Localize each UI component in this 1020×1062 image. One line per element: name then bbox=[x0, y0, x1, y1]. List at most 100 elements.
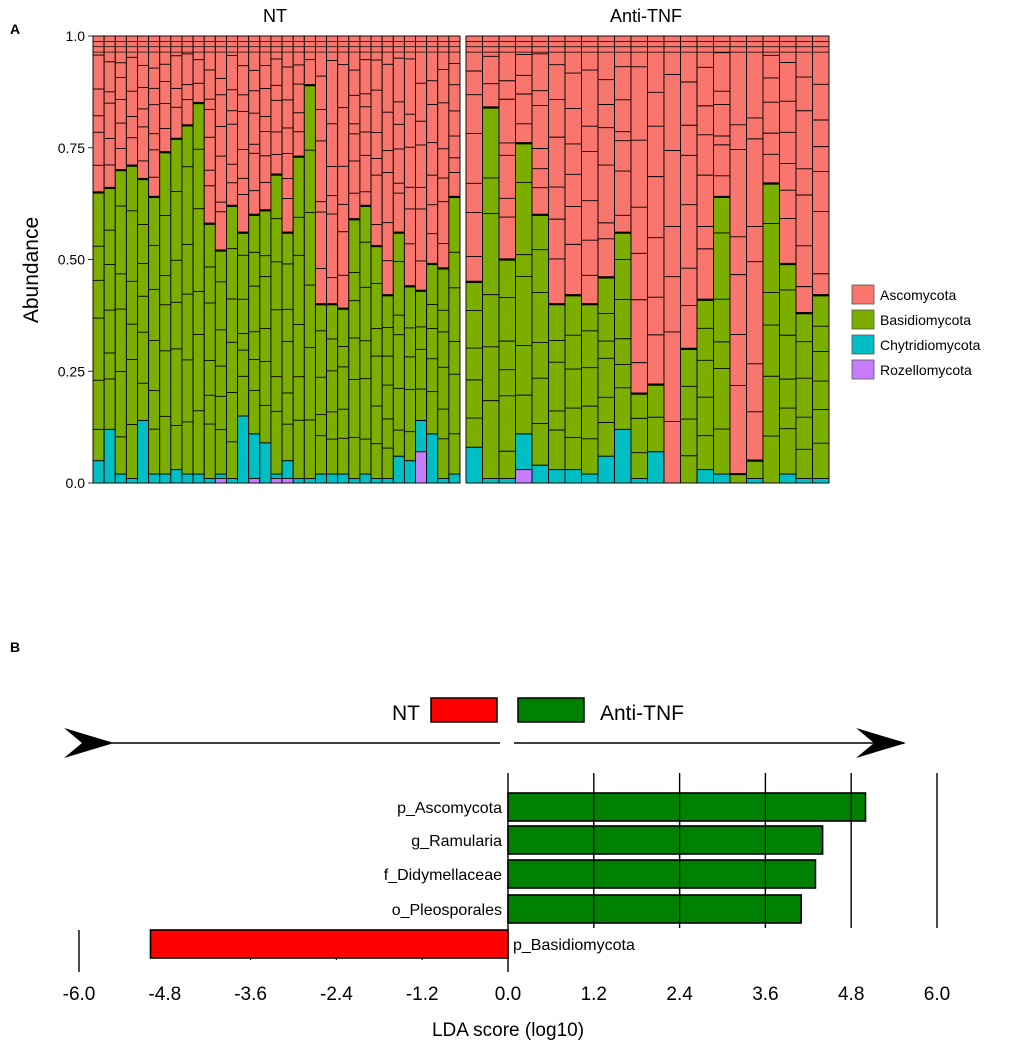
segment-basidiomycota bbox=[437, 267, 450, 479]
segment-chytridiomycota bbox=[581, 473, 599, 484]
segment-ascomycota bbox=[381, 35, 394, 296]
segment-ascomycota bbox=[259, 35, 272, 211]
phylum-legend: Ascomycota Basidiomycota Chytridiomycota… bbox=[851, 284, 981, 380]
segment-chytridiomycota bbox=[548, 469, 566, 484]
sample-bar bbox=[762, 35, 780, 484]
sample-bar bbox=[403, 35, 416, 484]
sample-bar bbox=[125, 35, 138, 484]
segment-ascomycota bbox=[795, 35, 813, 314]
segment-chytridiomycota bbox=[448, 473, 461, 484]
segment-basidiomycota bbox=[597, 276, 615, 457]
segment-chytridiomycota bbox=[226, 478, 239, 484]
sample-bar bbox=[326, 35, 339, 484]
segment-rozellomycota bbox=[270, 478, 283, 484]
sample-bar bbox=[392, 35, 405, 484]
segment-chytridiomycota bbox=[795, 478, 813, 484]
legend-label-chytridiomycota: Chytridiomycota bbox=[880, 337, 981, 353]
sample-bar bbox=[779, 35, 797, 484]
segment-rozellomycota bbox=[515, 469, 533, 484]
segment-basidiomycota bbox=[326, 303, 339, 475]
segment-basidiomycota bbox=[314, 303, 327, 475]
segment-ascomycota bbox=[392, 35, 405, 234]
lda-legend: NT Anti-TNF bbox=[392, 697, 684, 725]
segment-chytridiomycota bbox=[498, 478, 516, 484]
segment-basidiomycota bbox=[259, 209, 272, 444]
sample-bar bbox=[647, 35, 665, 484]
segment-ascomycota bbox=[137, 35, 150, 180]
segment-ascomycota bbox=[465, 35, 483, 283]
segment-basidiomycota bbox=[581, 303, 599, 475]
segment-chytridiomycota bbox=[426, 433, 439, 484]
sample-bar bbox=[270, 35, 283, 484]
segment-ascomycota bbox=[680, 35, 698, 350]
segment-basidiomycota bbox=[403, 285, 416, 462]
segment-chytridiomycota bbox=[531, 464, 549, 484]
x-tick-label: -1.2 bbox=[406, 984, 439, 1005]
segment-basidiomycota bbox=[103, 187, 116, 430]
segment-basidiomycota bbox=[159, 151, 172, 475]
x-tick-label: 1.2 bbox=[581, 984, 607, 1005]
sample-bar bbox=[746, 35, 764, 484]
segment-basidiomycota bbox=[381, 294, 394, 479]
x-tick-label: -6.0 bbox=[63, 984, 96, 1005]
segment-ascomycota bbox=[426, 35, 439, 265]
segment-chytridiomycota bbox=[381, 478, 394, 484]
segment-ascomycota bbox=[647, 35, 665, 386]
segment-chytridiomycota bbox=[181, 473, 194, 484]
x-tick-label: 2.4 bbox=[666, 984, 693, 1005]
segment-ascomycota bbox=[498, 35, 516, 260]
segment-basidiomycota bbox=[248, 214, 261, 435]
sample-bar bbox=[137, 35, 150, 484]
segment-chytridiomycota bbox=[203, 478, 216, 484]
sample-bar bbox=[448, 35, 461, 484]
segment-chytridiomycota bbox=[192, 473, 205, 484]
segment-ascomycota bbox=[630, 35, 648, 395]
sample-bar bbox=[148, 35, 161, 484]
sample-bar bbox=[515, 35, 533, 484]
segment-ascomycota bbox=[148, 35, 161, 198]
segment-ascomycota bbox=[292, 35, 305, 158]
sample-bar bbox=[437, 35, 450, 484]
lda-bar-label: g_Ramularia bbox=[411, 833, 502, 850]
sample-bar bbox=[314, 35, 327, 484]
segment-basidiomycota bbox=[531, 214, 549, 466]
x-tick-label: -2.4 bbox=[320, 984, 353, 1005]
segment-basidiomycota bbox=[359, 205, 372, 475]
segment-chytridiomycota bbox=[779, 473, 797, 484]
lda-bar bbox=[507, 859, 817, 889]
segment-ascomycota bbox=[326, 35, 339, 305]
lda-bar-row: f_Didymellaceae bbox=[384, 859, 817, 889]
y-tick-label: 1.0 bbox=[66, 28, 86, 44]
segment-basidiomycota bbox=[426, 263, 439, 435]
x-axis-ticks: -6.0 -4.8 -3.6 -2.4 -1.2 0.0 1.2 2.4 3.6 4.8 6.0 bbox=[63, 984, 951, 1005]
segment-chytridiomycota bbox=[114, 473, 127, 484]
segment-chytridiomycota bbox=[746, 478, 764, 484]
segment-basidiomycota bbox=[270, 174, 283, 475]
segment-ascomycota bbox=[812, 35, 830, 296]
segment-basidiomycota bbox=[465, 281, 483, 448]
segment-chytridiomycota bbox=[403, 460, 416, 484]
segment-basidiomycota bbox=[482, 107, 500, 479]
segment-chytridiomycota bbox=[292, 478, 305, 484]
segment-ascomycota bbox=[729, 35, 747, 475]
lda-bar-row: p_Basidiomycota bbox=[149, 929, 635, 959]
lda-bar-label: o_Pleosporales bbox=[392, 902, 502, 919]
segment-chytridiomycota bbox=[465, 446, 483, 484]
segment-chytridiomycota bbox=[392, 455, 405, 484]
segment-basidiomycota bbox=[281, 232, 294, 462]
segment-basidiomycota bbox=[237, 232, 250, 417]
segment-ascomycota bbox=[348, 35, 361, 220]
segment-chytridiomycota bbox=[614, 428, 632, 484]
segment-rozellomycota bbox=[415, 451, 428, 484]
sample-bar bbox=[281, 35, 294, 484]
segment-basidiomycota bbox=[337, 308, 350, 475]
lda-bar-label: f_Didymellaceae bbox=[384, 867, 502, 884]
segment-basidiomycota bbox=[564, 294, 582, 471]
segment-chytridiomycota bbox=[597, 455, 615, 484]
x-tick-label: 3.6 bbox=[752, 984, 778, 1005]
segment-ascomycota bbox=[281, 35, 294, 234]
segment-chytridiomycota bbox=[482, 478, 500, 484]
segment-ascomycota bbox=[337, 35, 350, 310]
segment-chytridiomycota bbox=[103, 428, 116, 484]
segment-basidiomycota bbox=[812, 294, 830, 479]
